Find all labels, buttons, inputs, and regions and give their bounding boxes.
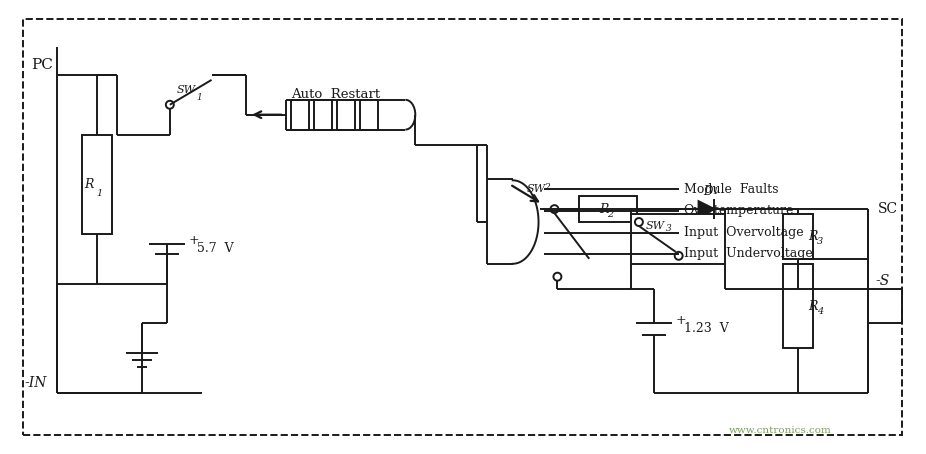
Bar [314, 100, 332, 129]
Bar [783, 264, 813, 348]
Text: SW: SW [177, 85, 195, 95]
Text: 2: 2 [607, 210, 613, 219]
Text: R: R [807, 300, 818, 313]
Text: 1: 1 [196, 93, 203, 102]
Text: 1: 1 [712, 187, 719, 196]
Text: Module  Faults: Module Faults [683, 183, 778, 196]
Text: 1.23  V: 1.23 V [683, 322, 729, 335]
Text: PC: PC [31, 58, 53, 72]
Text: +: + [676, 314, 686, 327]
Text: 3: 3 [666, 224, 671, 233]
Bar [359, 100, 378, 129]
Text: 4: 4 [817, 306, 823, 316]
Text: Auto  Restart: Auto Restart [291, 89, 381, 101]
Text: R: R [84, 178, 94, 191]
Text: 1: 1 [96, 189, 103, 198]
Text: D: D [704, 185, 713, 198]
Bar [580, 196, 637, 222]
Text: Input  Overvoltage: Input Overvoltage [683, 226, 803, 239]
Text: SW: SW [527, 184, 545, 194]
Text: -IN: -IN [25, 376, 47, 390]
Text: SC: SC [878, 202, 897, 216]
Text: R: R [807, 231, 818, 243]
Text: 5.7  V: 5.7 V [196, 242, 233, 255]
Text: -S: -S [875, 274, 890, 288]
Bar [291, 100, 309, 129]
Bar [631, 214, 725, 264]
Text: 2: 2 [544, 183, 550, 192]
Bar [337, 100, 355, 129]
Bar [783, 214, 813, 259]
Text: R: R [599, 202, 608, 216]
Text: SW: SW [645, 221, 665, 231]
Text: 3: 3 [817, 237, 823, 246]
Text: Overtemperature: Overtemperature [683, 204, 794, 217]
Bar [82, 134, 112, 234]
Text: +: + [189, 234, 199, 247]
Polygon shape [698, 201, 715, 217]
Text: www.cntronics.com: www.cntronics.com [729, 426, 832, 435]
Text: Input  Undervoltage: Input Undervoltage [683, 247, 812, 260]
